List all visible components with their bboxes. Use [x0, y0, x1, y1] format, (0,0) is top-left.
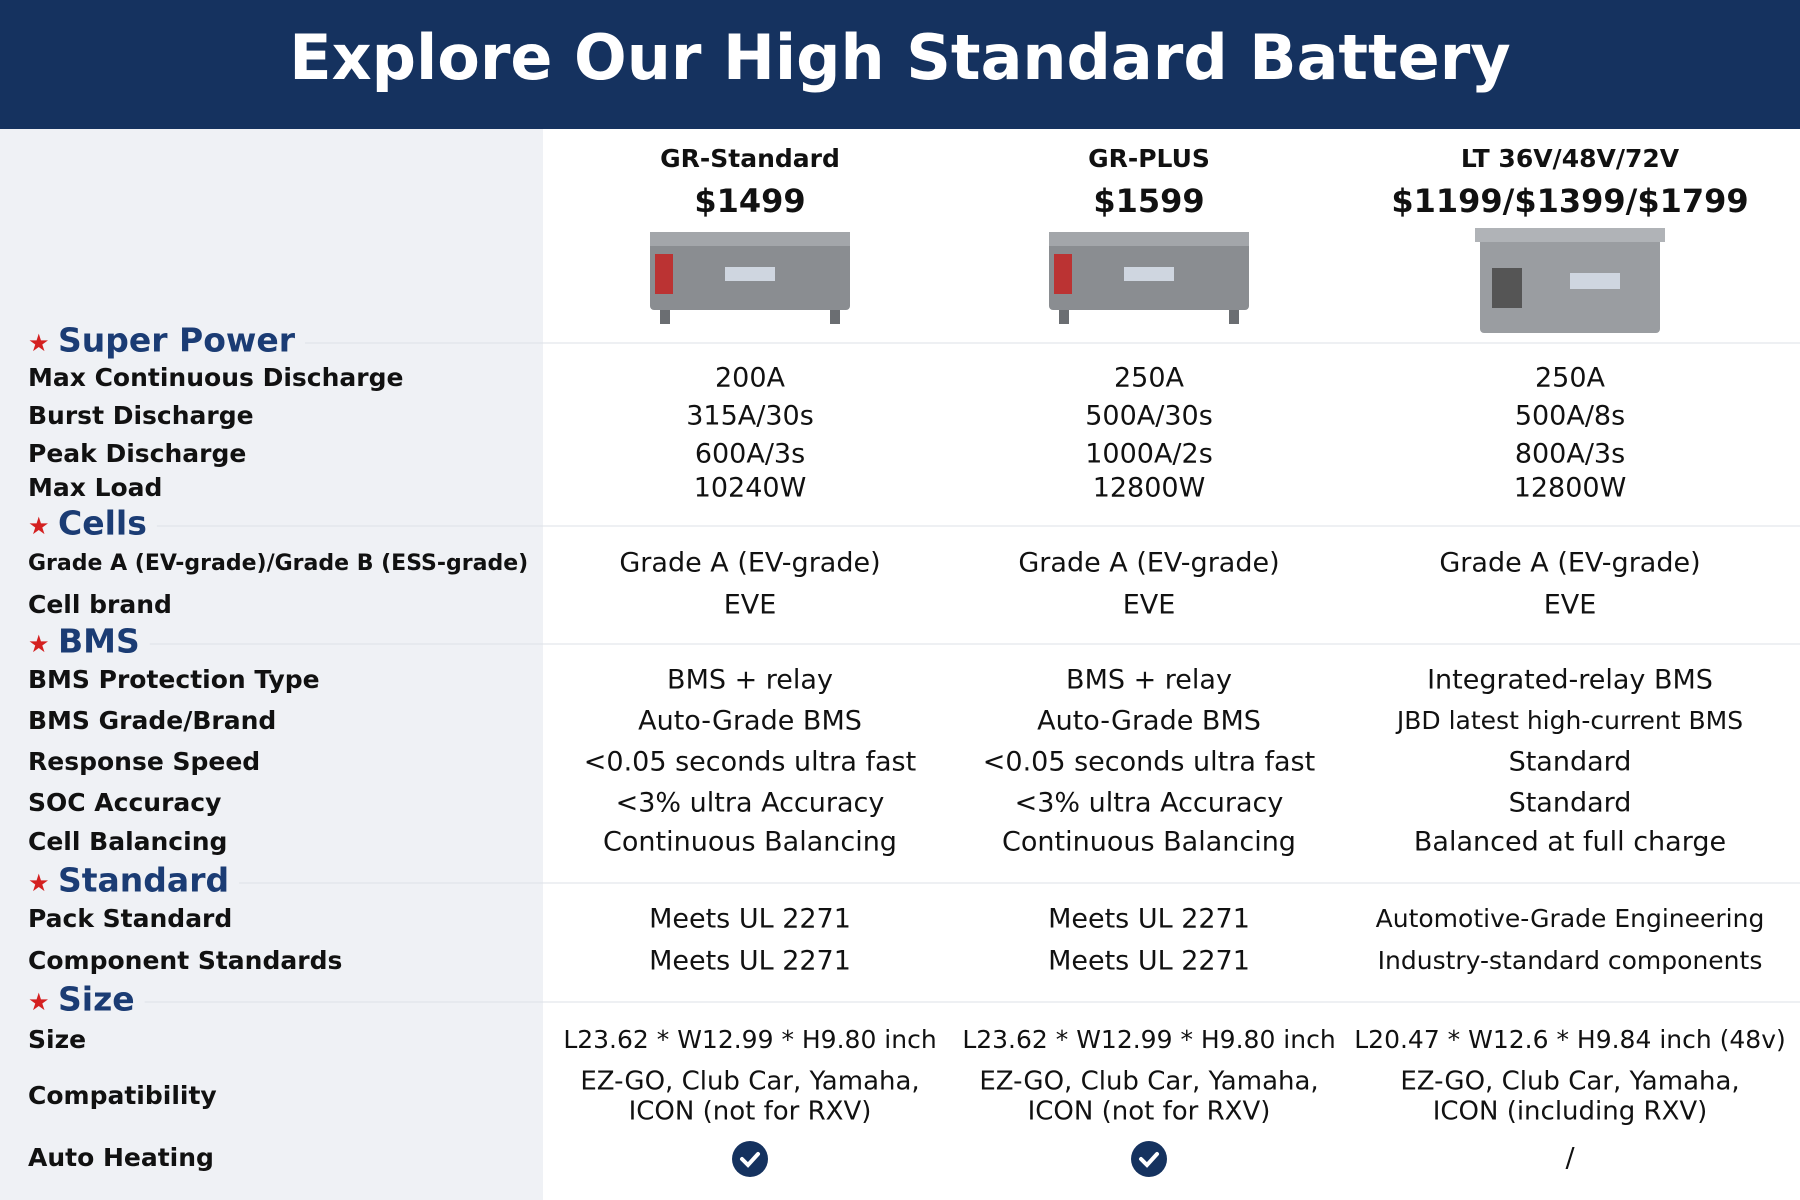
cell-value: <0.05 seconds ultra fast — [584, 747, 916, 778]
cell-value: ICON (not for RXV) — [629, 1097, 872, 1127]
section-title: Cells — [58, 504, 147, 543]
cell-value: EVE — [1123, 590, 1176, 621]
cell-value: EVE — [724, 590, 777, 621]
check-icon — [1139, 1152, 1159, 1168]
cell-value: 500A/8s — [1515, 401, 1625, 432]
row-label: SOC Accuracy — [28, 788, 221, 817]
check-icon — [732, 1141, 768, 1177]
cell-value: L23.62 * W12.99 * H9.80 inch — [563, 1025, 936, 1054]
section-title: Standard — [58, 861, 229, 900]
check-icon — [1131, 1141, 1167, 1177]
cell-value: Meets UL 2271 — [649, 946, 851, 977]
cell-value: 250A — [1535, 363, 1606, 394]
cell-value: Grade A (EV-grade) — [1439, 548, 1700, 579]
cell-value: Auto-Grade BMS — [1037, 706, 1261, 737]
product-price: $1199/$1399/$1799 — [1391, 182, 1748, 220]
cell-value: / — [1565, 1143, 1575, 1174]
cell-value: EZ-GO, Club Car, Yamaha, — [1400, 1067, 1739, 1097]
row-label: Cell brand — [28, 590, 172, 619]
product-price: $1499 — [694, 182, 805, 220]
cell-value: Grade A (EV-grade) — [619, 548, 880, 579]
cell-value: <0.05 seconds ultra fast — [983, 747, 1315, 778]
cell-value: L20.47 * W12.6 * H9.84 inch (48v) — [1354, 1025, 1786, 1054]
row-label: Response Speed — [28, 747, 260, 776]
cell-value: EZ-GO, Club Car, Yamaha, — [979, 1067, 1318, 1097]
cell-value: 800A/3s — [1515, 439, 1625, 470]
check-icon — [740, 1152, 760, 1168]
row-label: BMS Protection Type — [28, 665, 320, 694]
row-label: Size — [28, 1025, 86, 1054]
cell-value: Balanced at full charge — [1414, 827, 1726, 858]
cell-value: 12800W — [1093, 473, 1206, 504]
cell-value: 250A — [1114, 363, 1185, 394]
battery-image — [650, 232, 850, 324]
star-icon: ★ — [28, 869, 50, 897]
page-title: Explore Our High Standard Battery — [289, 21, 1510, 94]
battery-image — [1049, 232, 1249, 324]
product-name: GR-PLUS — [1088, 144, 1210, 173]
cell-value: BMS + relay — [1066, 665, 1232, 696]
cell-value: 12800W — [1514, 473, 1627, 504]
row-label: Cell Balancing — [28, 827, 227, 856]
section-title: Size — [58, 980, 135, 1019]
cell-value: Auto-Grade BMS — [638, 706, 862, 737]
cell-value: Grade A (EV-grade) — [1018, 548, 1279, 579]
label-column — [0, 129, 543, 1200]
section-title: Super Power — [58, 321, 296, 360]
product-name: GR-Standard — [660, 144, 840, 173]
cell-value: Continuous Balancing — [603, 827, 897, 858]
cell-value: Standard — [1509, 747, 1632, 778]
product-price: $1599 — [1093, 182, 1204, 220]
row-label: Max Continuous Discharge — [28, 363, 403, 392]
section-title: BMS — [58, 622, 140, 661]
row-label: Peak Discharge — [28, 439, 246, 468]
row-label: Max Load — [28, 473, 162, 502]
product-name: LT 36V/48V/72V — [1461, 144, 1680, 173]
cell-value: 200A — [715, 363, 786, 394]
cell-value: 600A/3s — [695, 439, 805, 470]
star-icon: ★ — [28, 512, 50, 540]
cell-value: EVE — [1544, 590, 1597, 621]
cell-value: Continuous Balancing — [1002, 827, 1296, 858]
cell-value: Meets UL 2271 — [649, 904, 851, 935]
star-icon: ★ — [28, 630, 50, 658]
cell-value: 10240W — [694, 473, 807, 504]
cell-value: BMS + relay — [667, 665, 833, 696]
cell-value: Meets UL 2271 — [1048, 946, 1250, 977]
cell-value: <3% ultra Accuracy — [616, 788, 885, 819]
cell-value: 315A/30s — [686, 401, 814, 432]
cell-value: Meets UL 2271 — [1048, 904, 1250, 935]
cell-value: 500A/30s — [1085, 401, 1213, 432]
row-label: Grade A (EV-grade)/Grade B (ESS-grade) — [28, 551, 528, 576]
cell-value: Standard — [1509, 788, 1632, 819]
cell-value: Industry-standard components — [1378, 946, 1763, 975]
header-bar — [0, 0, 1800, 129]
row-label: BMS Grade/Brand — [28, 706, 276, 735]
star-icon: ★ — [28, 988, 50, 1016]
cell-value: ICON (not for RXV) — [1028, 1097, 1271, 1127]
row-label: Component Standards — [28, 946, 342, 975]
row-label: Compatibility — [28, 1081, 217, 1110]
cell-value: Automotive-Grade Engineering — [1376, 904, 1765, 933]
row-label: Auto Heating — [28, 1143, 214, 1172]
cell-value: JBD latest high-current BMS — [1395, 706, 1743, 735]
cell-value: EZ-GO, Club Car, Yamaha, — [580, 1067, 919, 1097]
cell-value: ICON (including RXV) — [1433, 1097, 1708, 1127]
row-label: Burst Discharge — [28, 401, 254, 430]
row-label: Pack Standard — [28, 904, 232, 933]
star-icon: ★ — [28, 329, 50, 357]
cell-value: Integrated-relay BMS — [1427, 665, 1713, 696]
cell-value: L23.62 * W12.99 * H9.80 inch — [962, 1025, 1335, 1054]
cell-value: <3% ultra Accuracy — [1015, 788, 1284, 819]
cell-value: 1000A/2s — [1085, 439, 1213, 470]
battery-image — [1475, 228, 1665, 333]
